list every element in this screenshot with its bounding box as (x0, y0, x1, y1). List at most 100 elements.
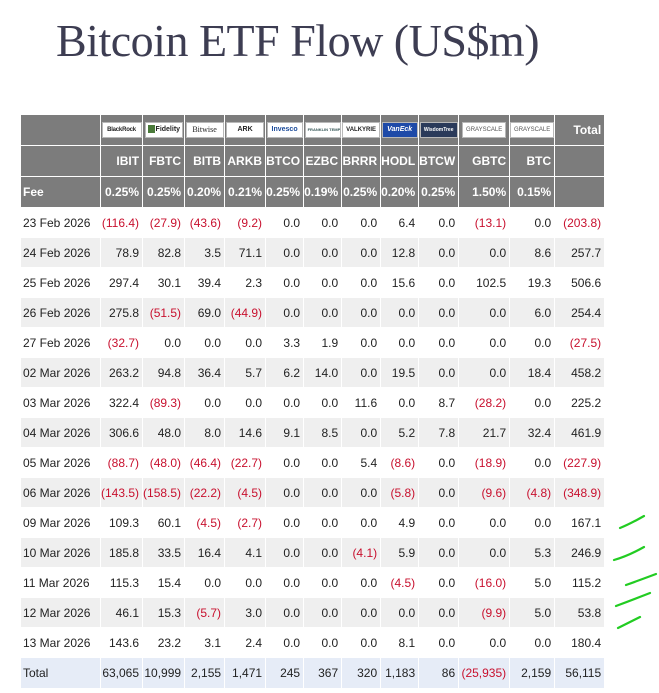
flow-cell: (9.9) (458, 597, 511, 628)
flow-cell: 0.0 (265, 477, 305, 508)
flow-cell: 36.4 (184, 357, 226, 388)
flow-cell: 78.9 (99, 237, 144, 268)
flow-cell: (18.9) (458, 447, 511, 478)
row-total-cell: 257.7 (554, 237, 606, 268)
ticker-arkb: ARKB (224, 145, 267, 177)
flow-cell: 6.0 (509, 297, 556, 328)
table-row: 09 Mar 2026 109.3 60.1 (4.5) (2.7) 0.0 0.0 0.0 4… (20, 507, 606, 538)
flow-cell: 0.0 (418, 507, 460, 538)
flow-cell: 0.0 (303, 267, 343, 298)
flow-cell: (16.0) (458, 567, 511, 598)
flow-cell: 8.1 (380, 627, 420, 658)
flow-cell: 15.4 (142, 567, 186, 598)
flow-cell: 0.0 (184, 567, 226, 598)
flow-cell: 0.0 (458, 327, 511, 358)
logo-text: VALKYRIE (346, 127, 377, 133)
flow-cell: 12.8 (380, 237, 420, 268)
row-total-cell: (27.5) (554, 327, 606, 358)
flow-cell: (4.5) (380, 567, 420, 598)
ticker-hodl: HODL (380, 145, 420, 177)
total-row: Total 63,065 10,999 2,155 1,471 245 367 320 1,18… (20, 657, 606, 689)
flow-cell: (48.0) (142, 447, 186, 478)
total-cell: 1,471 (224, 657, 267, 689)
flow-cell: 0.0 (142, 327, 186, 358)
fee-cell: 0.20% (184, 176, 226, 208)
logo-text: FRANKLIN TEMPLETON (307, 127, 341, 132)
flow-cell: 102.5 (458, 267, 511, 298)
wisdomtree-logo: WisdomTree (419, 122, 458, 138)
flow-cell: (5.7) (184, 597, 226, 628)
table-row: 27 Feb 2026 (32.7) 0.0 0.0 0.0 3.3 1.9 0.0 0.0 0.… (20, 327, 606, 358)
flow-cell: 0.0 (303, 597, 343, 628)
fee-cell: 0.25% (341, 176, 382, 208)
flow-cell: 115.3 (99, 567, 144, 598)
row-total-cell: (203.8) (554, 207, 606, 238)
flow-cell: 0.0 (265, 447, 305, 478)
row-total-cell: 167.1 (554, 507, 606, 538)
row-total-cell: (227.9) (554, 447, 606, 478)
flow-cell: 0.0 (265, 507, 305, 538)
flow-cell: 15.6 (380, 267, 420, 298)
flow-cell: 0.0 (341, 477, 382, 508)
flow-cell: 0.0 (509, 387, 556, 418)
table-row: 26 Feb 2026 275.8 (51.5) 69.0 (44.9) 0.0 0.0 0.… (20, 297, 606, 328)
total-cell: 367 (303, 657, 343, 689)
flow-cell: 0.0 (341, 567, 382, 598)
fee-cell: 0.25% (418, 176, 460, 208)
flow-cell: 8.7 (418, 387, 460, 418)
flow-cell: 30.1 (142, 267, 186, 298)
flow-cell: 4.1 (224, 537, 267, 568)
ticker-ibit: IBIT (99, 145, 144, 177)
fee-cell: 0.25% (99, 176, 144, 208)
ticker-ezbc: EZBC (303, 145, 343, 177)
flow-cell: 0.0 (341, 507, 382, 538)
flow-cell: 3.5 (184, 237, 226, 268)
flow-cell: 0.0 (380, 387, 420, 418)
fee-cell (554, 176, 606, 208)
flow-cell: 0.0 (224, 387, 267, 418)
table-row: 03 Mar 2026 322.4 (89.3) 0.0 0.0 0.0 0.0 11.6 0.… (20, 387, 606, 418)
flow-cell: 8.0 (184, 417, 226, 448)
flow-cell: (5.8) (380, 477, 420, 508)
flow-cell: 5.0 (509, 597, 556, 628)
row-total-cell: 254.4 (554, 297, 606, 328)
flow-cell: 0.0 (303, 297, 343, 328)
flow-cell: 71.1 (224, 237, 267, 268)
total-column-header: Total (554, 114, 606, 146)
flow-cell: (32.7) (99, 327, 144, 358)
flow-cell: 0.0 (265, 567, 305, 598)
flow-cell: 14.0 (303, 357, 343, 388)
fee-cell: 0.15% (509, 176, 556, 208)
flow-cell: 0.0 (303, 237, 343, 268)
table-row: 12 Mar 2026 46.1 15.3 (5.7) 3.0 0.0 0.0 0.0 0.0 0… (20, 597, 606, 628)
flow-cell: 19.5 (380, 357, 420, 388)
flow-cell: 33.5 (142, 537, 186, 568)
flow-cell: (51.5) (142, 297, 186, 328)
flow-cell: 0.0 (380, 297, 420, 328)
fee-cell: 0.19% (303, 176, 343, 208)
flow-cell: (143.5) (99, 477, 144, 508)
flow-cell: 0.0 (509, 507, 556, 538)
flow-cell: 0.0 (418, 567, 460, 598)
flow-cell: 322.4 (99, 387, 144, 418)
logo-text: Fidelity (155, 126, 181, 133)
flow-cell: 14.6 (224, 417, 267, 448)
flow-cell: 0.0 (509, 207, 556, 238)
flow-cell: 0.0 (418, 357, 460, 388)
date-cell: 02 Mar 2026 (20, 357, 101, 388)
flow-cell: 0.0 (341, 267, 382, 298)
flow-cell: 69.0 (184, 297, 226, 328)
flow-cell: 15.3 (142, 597, 186, 628)
ticker-btc: BTC (509, 145, 556, 177)
flow-cell: 185.8 (99, 537, 144, 568)
flow-cell: 60.1 (142, 507, 186, 538)
logo-text: GRAYSCALE (514, 127, 551, 133)
flow-cell: 0.0 (418, 447, 460, 478)
flow-cell: (22.7) (224, 447, 267, 478)
flow-cell: 0.0 (418, 627, 460, 658)
logo-text: WisdomTree (423, 127, 454, 133)
flow-cell: 11.6 (341, 387, 382, 418)
total-cell: 2,155 (184, 657, 226, 689)
ticker-brrr: BRRR (341, 145, 382, 177)
flow-cell: (27.9) (142, 207, 186, 238)
